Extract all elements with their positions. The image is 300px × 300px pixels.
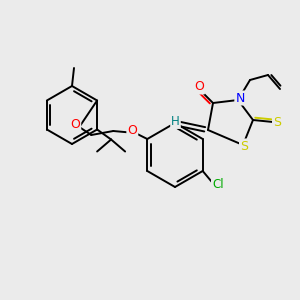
Text: S: S	[273, 116, 281, 128]
Text: H: H	[171, 115, 180, 128]
Text: O: O	[127, 124, 137, 136]
Text: N: N	[235, 92, 245, 104]
Text: O: O	[70, 118, 80, 130]
Text: Cl: Cl	[212, 178, 224, 191]
Text: S: S	[240, 140, 248, 152]
Text: O: O	[194, 80, 204, 94]
